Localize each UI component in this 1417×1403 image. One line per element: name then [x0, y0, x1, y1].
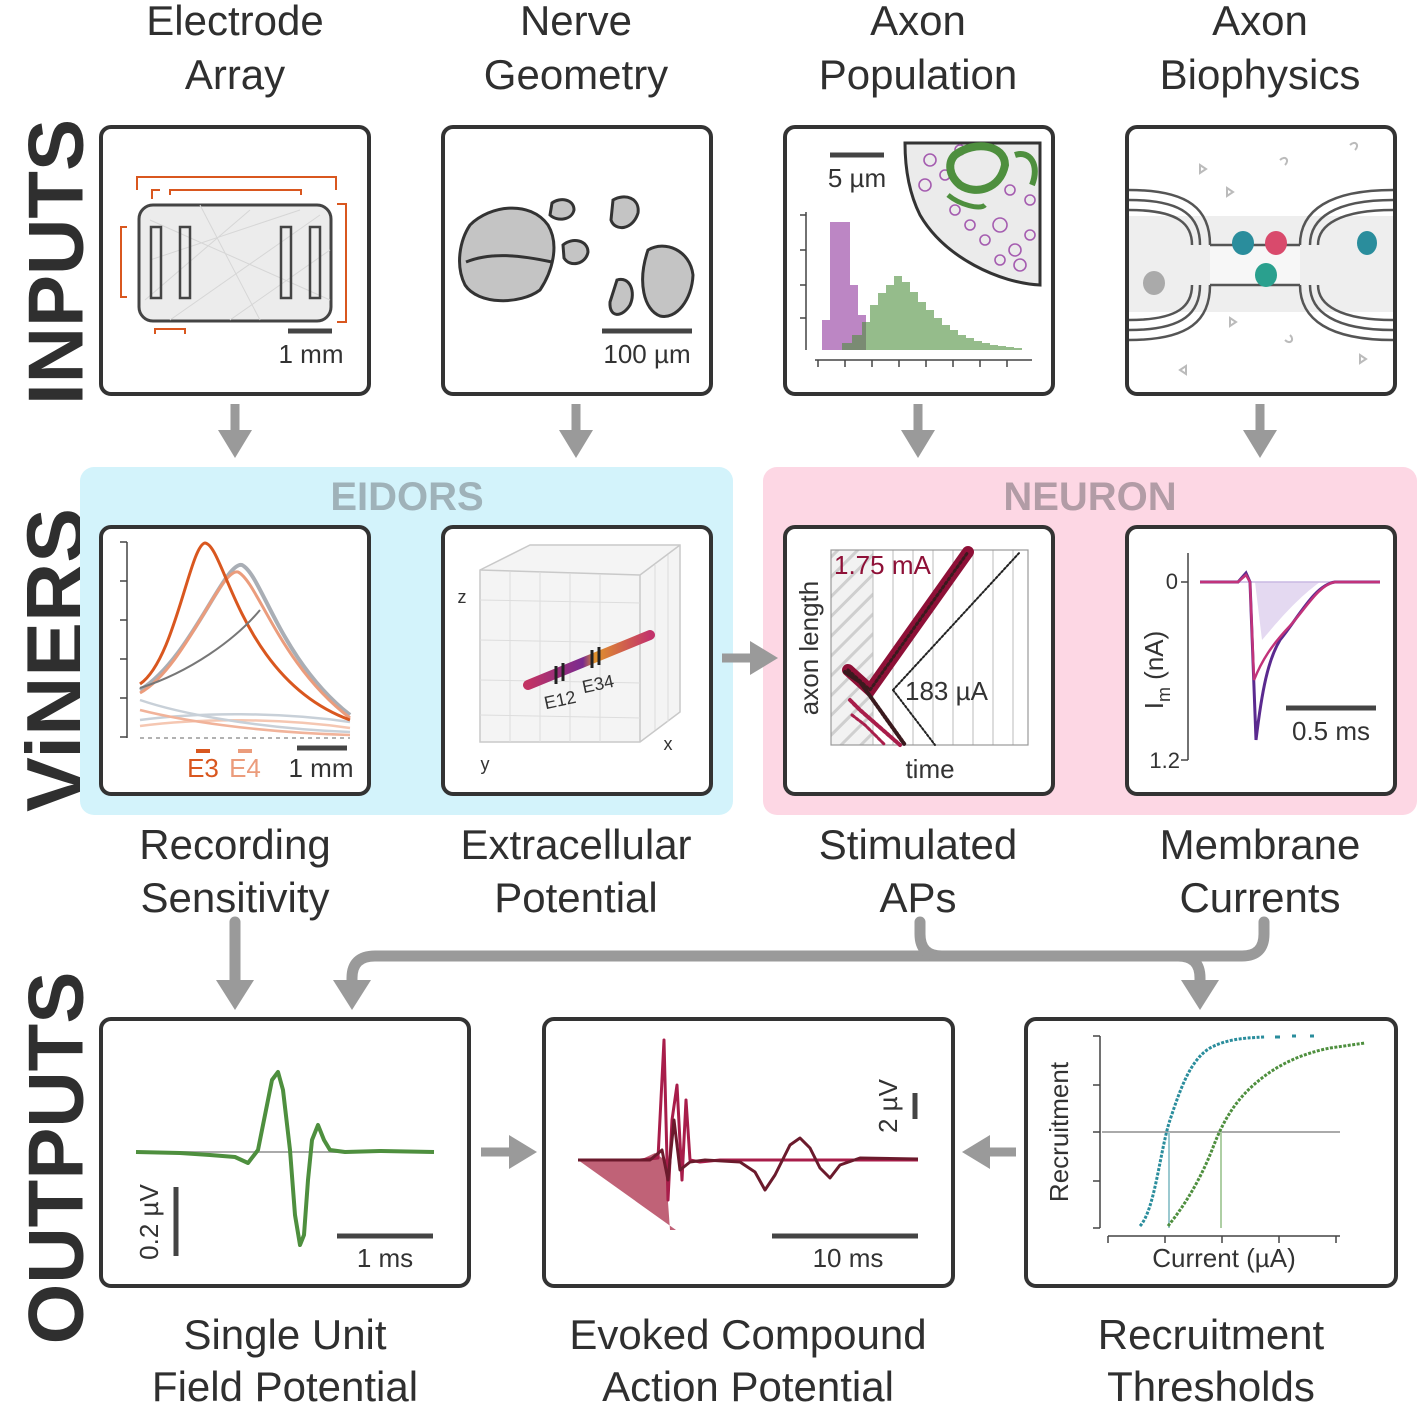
fascicle-2 [548, 198, 576, 221]
membrane-scale-label: 0.5 ms [1292, 716, 1370, 746]
output-title-3a: Recruitment [1098, 1311, 1325, 1358]
input-title-1a: Electrode [146, 0, 323, 44]
viners-title-1a: Recording [139, 821, 330, 868]
input-title-4a: Axon [1212, 0, 1308, 44]
diameter-histogram [800, 212, 1032, 367]
axon-biophysics-panel [1125, 125, 1397, 396]
viners-title-2a: Extracellular [460, 821, 691, 868]
recruitment-xlabel: Current (µA) [1152, 1243, 1296, 1273]
out1-to-out2-arrow [481, 1135, 537, 1169]
input-title-4b: Biophysics [1160, 51, 1361, 98]
single-unit-xscale: 1 ms [357, 1243, 413, 1273]
recruitment-panel: Recruitment Current (µA) [1024, 1017, 1398, 1288]
time-label: time [905, 754, 954, 784]
output-title-3b: Thresholds [1107, 1363, 1315, 1403]
legend-e3: E3 [187, 753, 219, 783]
ecap-xscale: 10 ms [813, 1243, 884, 1273]
recruitment-curve-2 [1166, 1041, 1366, 1227]
single-unit-yscale: 0.2 µV [134, 1184, 164, 1260]
axon-scale-label: 5 µm [828, 163, 886, 193]
row-label-inputs: INPUTS [12, 119, 100, 405]
single-unit-panel: 0.2 µV 1 ms [99, 1017, 471, 1288]
low-current-label: 183 µA [905, 676, 989, 706]
svg-text:OUTPUTS: OUTPUTS [12, 972, 100, 1345]
membrane-currents-panel: 0 1.2 Im (nA) 0.5 ms [1125, 525, 1397, 796]
fascicle-5 [608, 277, 634, 316]
axis-y-label: y [481, 754, 490, 774]
recruitment-ylabel: Recruitment [1044, 1061, 1074, 1202]
svg-text:Im (nA): Im (nA) [1139, 631, 1174, 710]
viners-title-4b: Currents [1179, 874, 1340, 921]
viners-title-2b: Potential [494, 874, 657, 921]
axon-length-label: axon length [794, 581, 824, 715]
output-title-1a: Single Unit [183, 1311, 386, 1358]
input-title-3b: Population [819, 51, 1018, 98]
nerve-geometry-panel: 100 µm [441, 125, 713, 396]
ion-channels [1143, 231, 1377, 295]
input-title-1b: Array [185, 51, 285, 98]
output-title-1b: Field Potential [152, 1363, 418, 1403]
arrow-head [333, 980, 371, 1010]
fascicle-6 [641, 244, 695, 318]
neuron-label: NEURON [1003, 475, 1176, 519]
tick-bottom: 1.2 [1149, 748, 1180, 773]
extracellular-potential-panel: E12 E34 z y x [441, 525, 713, 796]
output-title-2a: Evoked Compound [569, 1311, 926, 1358]
out3-to-out2-arrow [962, 1135, 1016, 1169]
fascicle-3 [561, 239, 590, 266]
tick-zero: 0 [1166, 569, 1178, 594]
eidors-label: EIDORS [330, 475, 483, 519]
output-flow-arrows [229, 916, 1270, 990]
arrow-head [216, 980, 254, 1010]
svg-text:INPUTS: INPUTS [12, 119, 100, 405]
axis-x-label: x [664, 734, 673, 754]
high-current-label: 1.75 mA [834, 550, 931, 580]
axon-population-panel: 5 µm [783, 125, 1055, 396]
field-potential-trace [135, 1070, 435, 1247]
ecap-panel: 2 µV 10 ms [542, 1017, 955, 1288]
nerve-scale-label: 100 µm [603, 339, 690, 369]
viners-title-4a: Membrane [1160, 821, 1361, 868]
input-title-2a: Nerve [520, 0, 632, 44]
ecap-yscale: 2 µV [873, 1078, 903, 1133]
axis-z-label: z [458, 587, 467, 607]
viners-title-3a: Stimulated [819, 821, 1017, 868]
arrow-head [1181, 980, 1219, 1010]
sensitivity-scale-label: 1 mm [289, 753, 354, 783]
recording-sensitivity-panel: E3 E4 1 mm [99, 525, 371, 796]
row-label-outputs: OUTPUTS [12, 972, 100, 1345]
fascicle-4 [609, 195, 640, 230]
ecap-trace-2 [578, 1118, 919, 1192]
legend-e4: E4 [229, 753, 261, 783]
input-title-3a: Axon [870, 0, 966, 44]
electrode-scale-label: 1 mm [279, 339, 344, 369]
viners-title-1b: Sensitivity [140, 874, 329, 921]
input-title-2b: Geometry [484, 51, 668, 98]
viners-title-3b: APs [879, 874, 956, 921]
stimulated-aps-panel: 1.75 mA 183 µA axon length time [783, 525, 1055, 796]
electrode-array-panel: 1 mm [99, 125, 371, 396]
output-title-2b: Action Potential [602, 1363, 894, 1403]
input-arrows [218, 404, 1277, 458]
eidors-to-neuron-arrow [722, 641, 778, 675]
current-axis-label: Im (nA) [1139, 631, 1174, 710]
